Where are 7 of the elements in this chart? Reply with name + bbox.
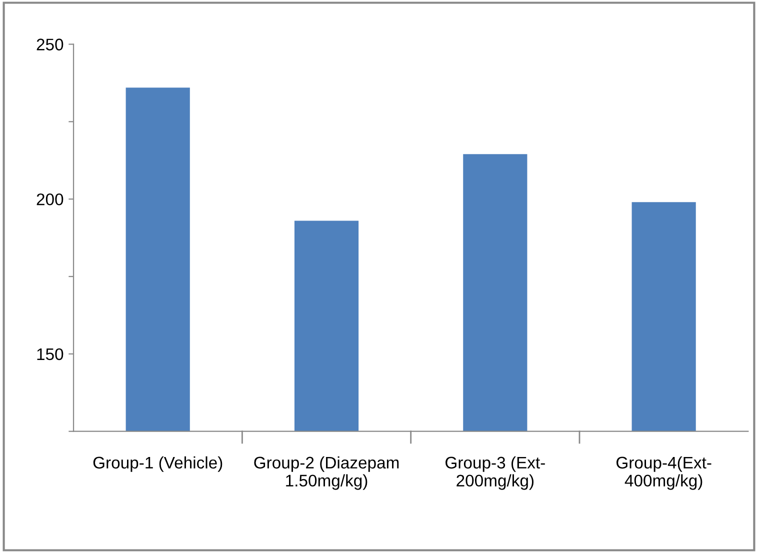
x-tick-label: Group-3 (Ext- 200mg/kg): [446, 456, 545, 490]
y-tick-label: 200: [36, 193, 64, 206]
x-tick-label: Group-1 (Vehicle): [93, 456, 222, 472]
x-tick-label: Group-2 (Diazepam 1.50mg/kg): [254, 456, 399, 490]
y-tick-label: 150: [37, 348, 64, 360]
y-tick-label: 250: [36, 38, 64, 50]
x-tick-label: Group-4(Ext- 400mg/kg): [616, 456, 712, 490]
